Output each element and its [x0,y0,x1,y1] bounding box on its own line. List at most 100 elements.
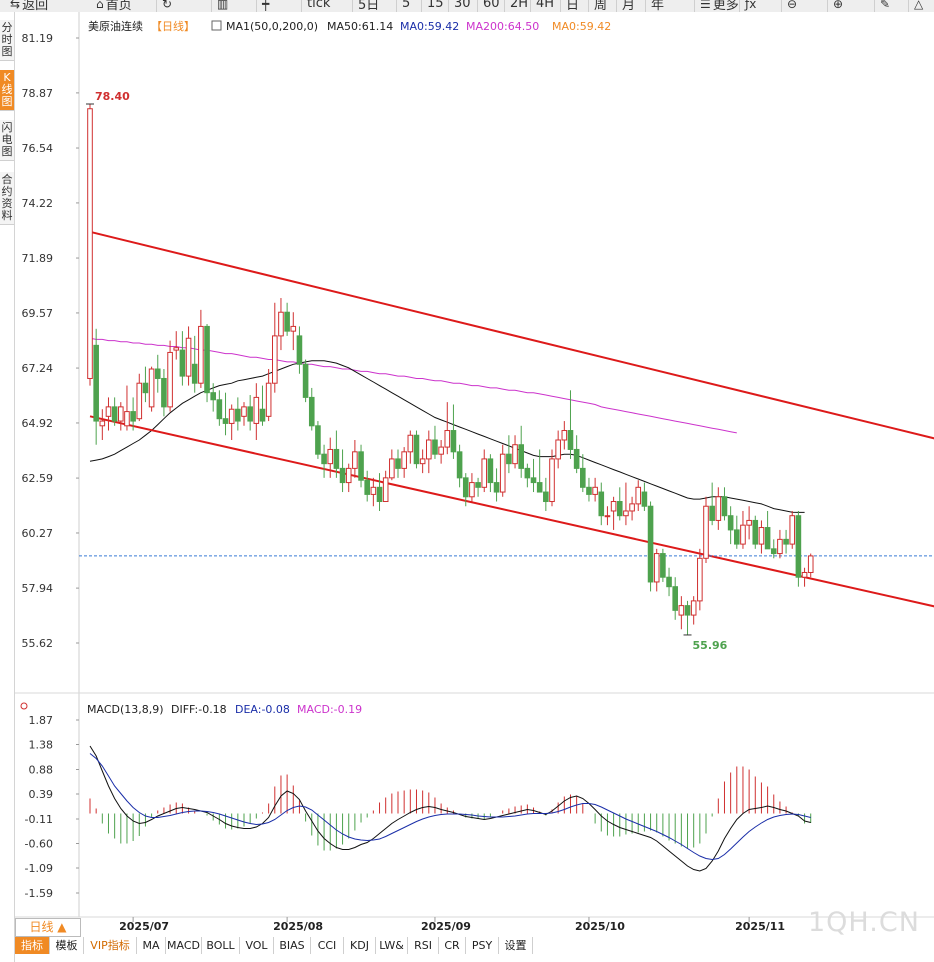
period-selector-button[interactable]: 日线 ▲ [15,918,81,937]
toolbar-item-15[interactable]: 月 [622,0,635,12]
indicator-tab-9[interactable]: KDJ [344,937,376,954]
candle-body [586,486,592,495]
toolbar-item-22[interactable]: △ [914,0,925,12]
indicator-tab-1[interactable]: 模板 [50,937,84,954]
toolbar-item-17[interactable]: ☰ 更多 [700,0,739,12]
indicator-tab-4[interactable]: MACD [166,937,202,954]
sidebar-tab-2[interactable]: 闪电图 [0,120,14,161]
candle-body [198,325,204,384]
y-tick-label: 64.92 [22,417,54,430]
candle-body [235,408,241,422]
toolbar-item-2[interactable]: ↻ [162,0,174,12]
indicator-tab-13[interactable]: PSY [466,937,499,954]
toolbar-item-label: 30 [454,0,471,11]
candle-body [222,418,229,424]
candle-body [419,458,426,465]
candle-body [93,344,99,422]
candle-body [610,501,617,512]
toolbar-item-label: 60 [483,0,500,11]
candle-body [647,505,654,583]
candle-body [432,439,438,455]
toolbar-item-10[interactable]: 60 [483,0,500,12]
indicator-tab-14[interactable]: 设置 [499,937,533,954]
indicator-tab-2[interactable]: VIP指标 [84,937,137,954]
candle-body [536,482,543,493]
toolbar-item-7[interactable]: 5 [402,0,410,12]
y-tick-label: 67.24 [22,362,54,375]
toolbar-item-21[interactable]: ✎ [880,0,892,12]
toolbar-item-0[interactable]: ⇆ 返回 [10,0,48,12]
x-tick-label: 2025/11 [735,920,785,933]
indicator-tab-6[interactable]: VOL [240,937,274,954]
indicator-tab-7[interactable]: BIAS [274,937,311,954]
candle-body [746,519,752,526]
toolbar-item-9[interactable]: 30 [454,0,471,12]
toolbar-item-5[interactable]: tick [307,0,330,12]
indicator-tab-10[interactable]: LW& [376,937,408,954]
toolbar-item-18[interactable]: ƒx [745,0,758,12]
candle-body [173,347,180,351]
candle-body [352,451,358,469]
home-icon: ⌂ [96,0,104,11]
candle-body [807,555,814,573]
candle-body [154,368,161,379]
toolbar-item-19[interactable]: ⊖ [787,0,799,12]
candle-body [629,503,635,512]
sidebar-tab-0[interactable]: 分时图 [0,20,14,61]
candle-body [315,425,321,455]
formula-icon: ƒx [745,0,757,11]
candle-body [179,349,186,377]
toolbar-item-11[interactable]: 2H [510,0,528,12]
legend-ma0: MA0:59.42 [400,20,459,33]
toolbar-item-4[interactable]: ┿ [262,0,271,12]
candle-body [382,477,389,503]
indicator-tab-11[interactable]: RSI [408,937,439,954]
indicator-tab-8[interactable]: CCI [311,937,344,954]
toolbar-item-label: 返回 [22,0,49,12]
candle-body [734,529,740,545]
toolbar-item-16[interactable]: 年 [651,0,664,12]
toolbar-item-6[interactable]: 5日 [358,0,379,12]
candle-body [721,496,728,517]
toolbar-item-label: 周 [594,0,608,12]
indicator-tab-0[interactable]: 指标 [15,937,50,954]
candle-body [764,527,771,550]
indicator-tab-12[interactable]: CR [439,937,466,954]
sidebar-tab-1[interactable]: K线图 [0,70,14,111]
candle-body [543,491,549,503]
candle-body [653,553,660,583]
candle-body [395,458,401,469]
toolbar-item-8[interactable]: 15 [427,0,444,12]
toolbar-separator [504,0,505,12]
indicator-tab-5[interactable]: BOLL [202,937,240,954]
toolbar-separator [874,0,875,12]
toolbar-item-label: 5日 [358,0,380,12]
toolbar-separator [560,0,561,12]
candle-body [302,363,309,398]
candle-body [727,515,734,531]
toolbar-item-13[interactable]: 日 [566,0,579,12]
toolbar-item-20[interactable]: ⊕ [833,0,845,12]
toolbar-separator [645,0,646,12]
candle-body [512,444,518,465]
macd-y-tick-label: 0.88 [29,764,54,777]
candle-body [99,420,106,427]
candle-body [752,519,759,545]
candle-body [789,515,796,545]
draw-pen-icon: ✎ [880,0,891,11]
toolbar-item-3[interactable]: ▥ [217,0,230,12]
y-tick-label: 76.54 [22,142,54,155]
candle-body [567,430,574,450]
candle-body [364,479,370,495]
sidebar-tab-3[interactable]: 合约资料 [0,172,14,225]
toolbar-item-12[interactable]: 4H [536,0,554,12]
kline-chart[interactable]: 81.19 78.87 76.54 74.22 71.89 69.57 67.24 64.92… [15,12,934,937]
candle-body [709,505,715,521]
candle-body [635,486,642,505]
indicator-tab-3[interactable]: MA [137,937,166,954]
candle-body [167,351,173,408]
toolbar-item-14[interactable]: 周 [594,0,607,12]
toolbar-item-label: 年 [651,0,665,12]
toolbar-item-1[interactable]: ⌂ 首页 [96,0,132,12]
candle-body [758,527,765,545]
